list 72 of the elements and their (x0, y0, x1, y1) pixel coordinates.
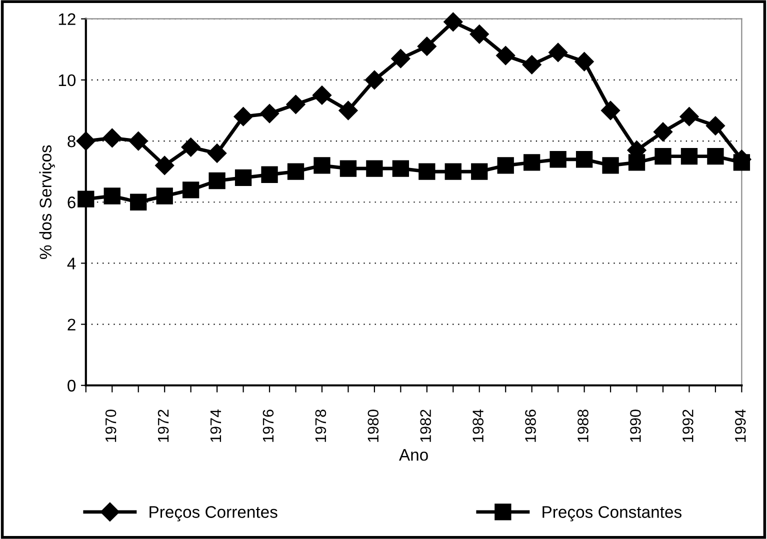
x-tick-label: 1990 (630, 410, 641, 442)
y-tick-label: 4 (67, 258, 76, 270)
point (76, 132, 96, 151)
point (260, 104, 280, 124)
point (182, 182, 200, 198)
x-tick-label: 1974 (210, 409, 222, 442)
point (338, 100, 358, 120)
point (548, 42, 568, 62)
point (470, 24, 489, 44)
point (522, 55, 542, 74)
point (496, 46, 516, 66)
point (261, 166, 278, 183)
x-tick-label: 1980 (368, 410, 379, 442)
point (653, 122, 673, 142)
y-axis-title: % dos Serviços (39, 145, 55, 259)
point (497, 157, 514, 174)
x-axis-title: Ano (399, 449, 428, 461)
y-tick-label: 10 (58, 74, 76, 86)
point (418, 163, 436, 180)
point (471, 163, 488, 180)
x-tick-label: 1994 (734, 409, 746, 442)
point (601, 100, 620, 120)
point (366, 160, 383, 177)
x-tick-label: 1970 (105, 410, 116, 442)
x-tick-label: 1982 (420, 410, 432, 442)
point (444, 12, 463, 32)
point (104, 188, 120, 204)
y-tick-label: 12 (58, 13, 76, 25)
legend-label: Preços Constantes (542, 506, 682, 522)
point (181, 138, 200, 157)
y-tick-label: 6 (68, 196, 76, 208)
y-tick-label: 8 (68, 135, 76, 148)
point (312, 86, 332, 105)
point (128, 132, 148, 151)
x-tick-label: 1984 (472, 409, 484, 442)
point (680, 148, 698, 165)
point (234, 107, 253, 126)
x-tick-label: 1972 (158, 410, 169, 442)
point (524, 154, 540, 171)
point (286, 94, 306, 114)
point (78, 190, 94, 208)
point (392, 160, 410, 177)
point (287, 163, 304, 180)
x-tick-label: 1992 (682, 410, 694, 442)
point (706, 116, 725, 136)
point (417, 36, 436, 56)
x-tick-label: 1976 (262, 410, 274, 442)
x-tick-label: 1988 (578, 410, 588, 442)
x-tick-label: 1978 (315, 410, 326, 442)
legend-label: Preços Correntes (150, 506, 278, 522)
x-tick-label: 1986 (525, 410, 536, 442)
point (156, 188, 173, 204)
y-tick-label: 0 (68, 380, 76, 392)
point (102, 128, 122, 148)
point (707, 148, 724, 165)
y-tick-label: 2 (68, 318, 76, 330)
point (444, 163, 462, 180)
point (155, 156, 174, 176)
point (130, 194, 147, 210)
point (364, 70, 384, 90)
point (208, 144, 227, 163)
point (602, 157, 619, 174)
point (340, 160, 357, 177)
point (576, 151, 593, 168)
point (234, 169, 252, 186)
point (391, 49, 410, 68)
point (314, 157, 330, 174)
point (574, 52, 594, 72)
point (654, 148, 672, 165)
point (550, 151, 566, 168)
point (208, 172, 226, 190)
point (680, 107, 699, 126)
